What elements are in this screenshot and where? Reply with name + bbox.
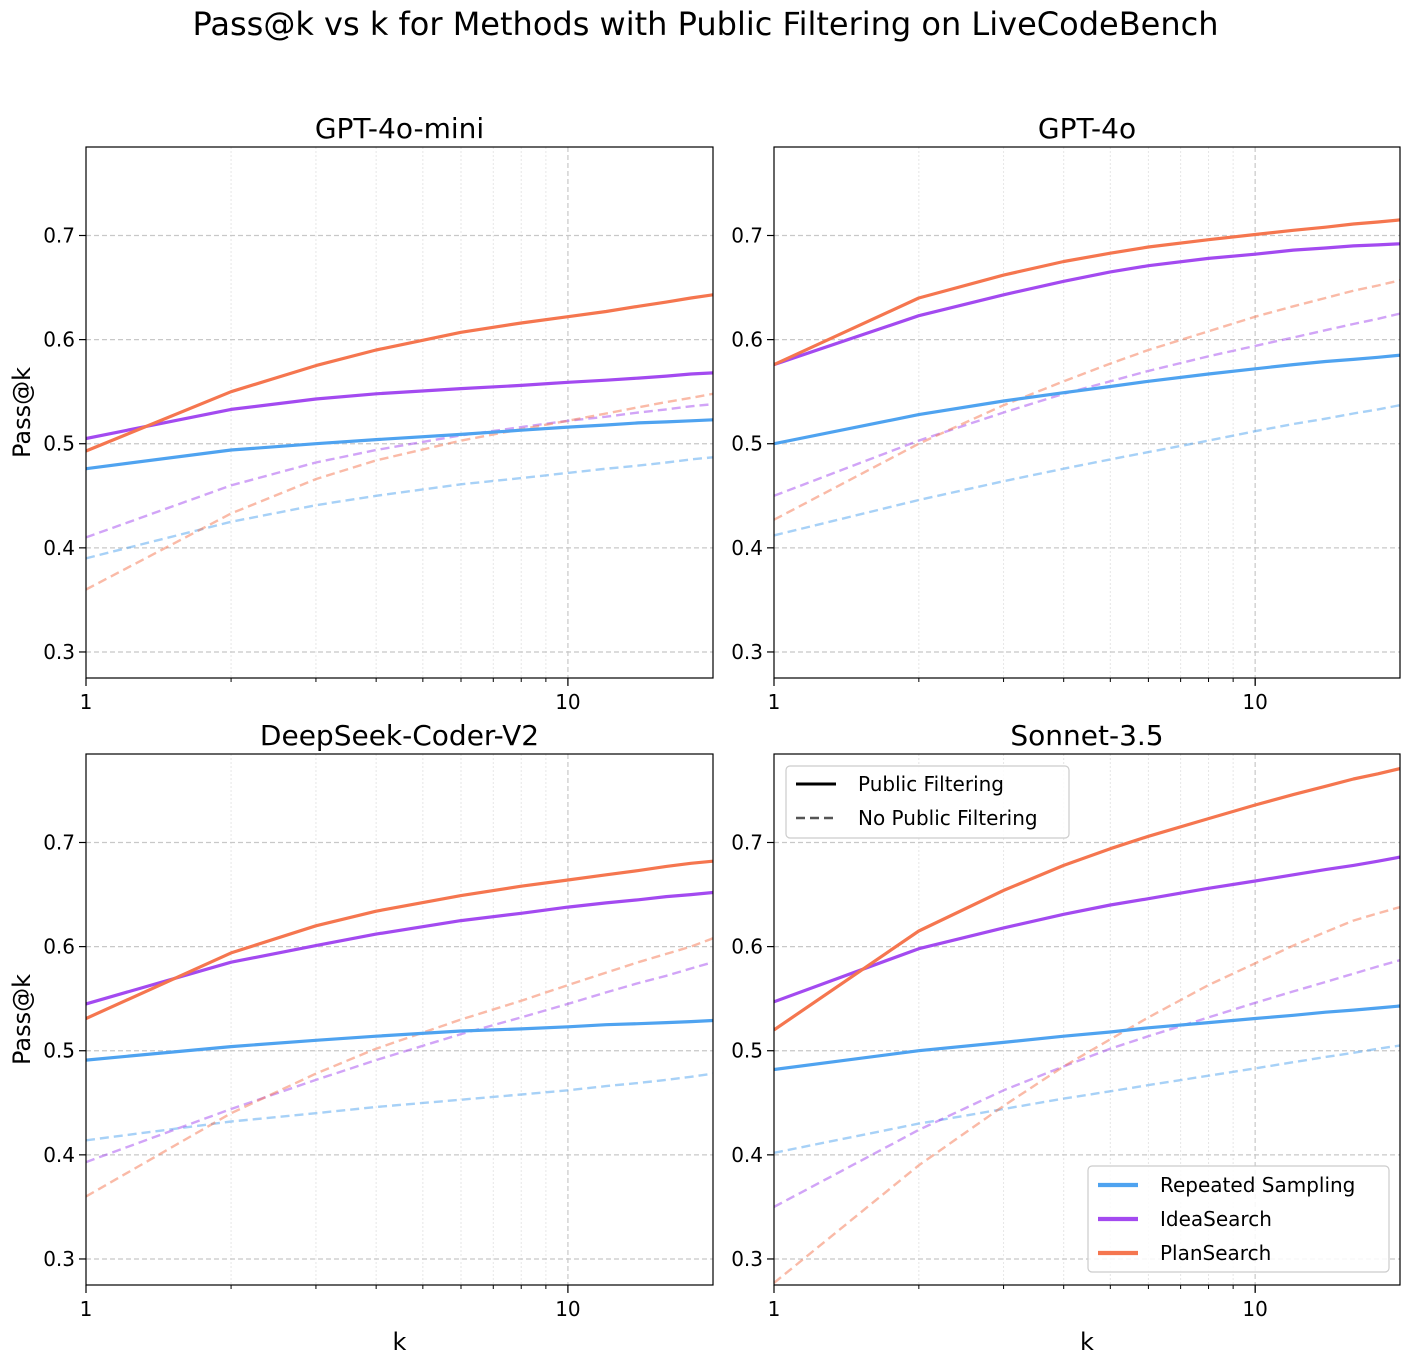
y-tick-label: 0.5 — [43, 432, 75, 456]
y-axis-label: Pass@k — [8, 367, 36, 458]
series-line-repeated-sampling-no-public-filtering — [774, 1044, 1400, 1154]
series-line-ideasearch-public-filtering — [86, 371, 713, 441]
y-tick-label: 0.6 — [731, 935, 763, 959]
y-tick-label: 0.4 — [43, 1143, 75, 1167]
x-tick-label: 10 — [1242, 1297, 1267, 1321]
series-line-ideasearch-public-filtering — [86, 890, 713, 1006]
legend-method-label: IdeaSearch — [1160, 1207, 1272, 1231]
y-tick-label: 0.3 — [731, 640, 763, 664]
series-line-repeated-sampling-no-public-filtering — [86, 456, 713, 560]
y-tick-label: 0.6 — [43, 935, 75, 959]
panel-title: Sonnet-3.5 — [1010, 719, 1163, 752]
legend-method-label: PlanSearch — [1160, 1241, 1271, 1265]
x-axis-label: k — [1080, 1328, 1094, 1356]
chart-panels: 0.30.40.50.60.71 10GPT-4o-miniPass@k0.30.… — [8, 112, 1401, 1356]
panel-title: GPT-4o — [1038, 112, 1136, 145]
y-tick-label: 0.7 — [731, 831, 763, 855]
x-tick-label: 1 — [768, 1297, 781, 1321]
series-line-plansearch-no-public-filtering — [774, 905, 1400, 1284]
series-line-plansearch-public-filtering — [774, 767, 1400, 1032]
y-tick-label: 0.7 — [43, 224, 75, 248]
legend-linestyle-label: No Public Filtering — [858, 806, 1038, 830]
y-tick-label: 0.3 — [731, 1247, 763, 1271]
legend-method-label: Repeated Sampling — [1160, 1173, 1355, 1197]
figure-title: Pass@k vs k for Methods with Public Filt… — [193, 5, 1219, 43]
x-tick-label: 10 — [1242, 690, 1267, 714]
y-tick-label: 0.4 — [731, 1143, 763, 1167]
panel-sonnet-3-5: 0.3 0.4 0.5 0.6 0.7 1 10 Sonnet-3.5 k — [731, 719, 1401, 1356]
x-axis-label: k — [393, 1328, 407, 1356]
series-line-plansearch-no-public-filtering — [86, 937, 713, 1198]
series-line-plansearch-public-filtering — [86, 293, 713, 453]
y-tick-label: 0.4 — [43, 536, 75, 560]
y-tick-label: 0.3 — [43, 640, 75, 664]
plot-frame — [85, 753, 714, 1286]
x-tick-label: 10 — [555, 1297, 580, 1321]
x-tick-label: 10 — [555, 690, 580, 714]
x-tick-label: 1 — [80, 1297, 93, 1321]
series-line-ideasearch-no-public-filtering — [774, 959, 1400, 1208]
legends: Public Filtering No Public Filtering Repea… — [785, 765, 1390, 1273]
y-tick-label: 0.5 — [731, 432, 763, 456]
series-line-plansearch-public-filtering — [86, 859, 713, 1020]
series-line-repeated-sampling-public-filtering — [86, 418, 713, 471]
y-tick-label: 0.3 — [43, 1247, 75, 1271]
series-line-plansearch-no-public-filtering — [86, 392, 713, 591]
series-line-ideasearch-public-filtering — [774, 855, 1400, 1004]
x-tick-label: 1 — [768, 690, 781, 714]
series-line-repeated-sampling-public-filtering — [774, 353, 1400, 446]
panel-gpt-4o: 0.3 0.4 0.5 0.6 0.7 1 10 GPT-4o — [731, 112, 1401, 714]
y-tick-label: 0.5 — [43, 1039, 75, 1063]
y-tick-label: 0.7 — [43, 831, 75, 855]
y-tick-label: 0.4 — [731, 536, 763, 560]
x-tick-label: 1 — [80, 690, 93, 714]
panel-title: DeepSeek-Coder-V2 — [260, 719, 539, 752]
panel-deepseek-coder-v2: 0.3 0.4 0.5 0.6 0.7 1 10 DeepSeek-Coder-V2 Pass@… — [8, 719, 714, 1356]
panel-title: GPT-4o-mini — [315, 112, 484, 145]
y-tick-label: 0.7 — [731, 224, 763, 248]
y-tick-label: 0.6 — [731, 328, 763, 352]
legend-linestyle-box — [785, 765, 1070, 839]
series-line-repeated-sampling-no-public-filtering — [86, 1072, 713, 1142]
series-line-repeated-sampling-public-filtering — [86, 1018, 713, 1062]
series-line-ideasearch-no-public-filtering — [86, 961, 713, 1164]
series-line-plansearch-no-public-filtering — [774, 279, 1400, 521]
legend-methods-box — [1087, 1165, 1390, 1273]
y-axis-label: Pass@k — [8, 974, 36, 1065]
legend-linestyle-label: Public Filtering — [858, 772, 1004, 796]
y-tick-label: 0.5 — [731, 1039, 763, 1063]
panel-gpt-4o-mini: 0.3 0.4 0.5 0.6 0.7 1 10 GPT-4o-mini Pass@k — [8, 112, 714, 714]
series-line-repeated-sampling-public-filtering — [774, 1004, 1400, 1072]
series-line-ideasearch-no-public-filtering — [86, 403, 713, 539]
plot-frame — [773, 753, 1401, 1286]
plot-frame — [85, 146, 714, 679]
series-line-ideasearch-no-public-filtering — [774, 312, 1400, 497]
y-tick-label: 0.6 — [43, 328, 75, 352]
series-line-plansearch-public-filtering — [774, 218, 1400, 367]
series-line-repeated-sampling-no-public-filtering — [774, 404, 1400, 537]
plot-frame — [773, 146, 1401, 679]
series-line-ideasearch-public-filtering — [774, 242, 1400, 367]
